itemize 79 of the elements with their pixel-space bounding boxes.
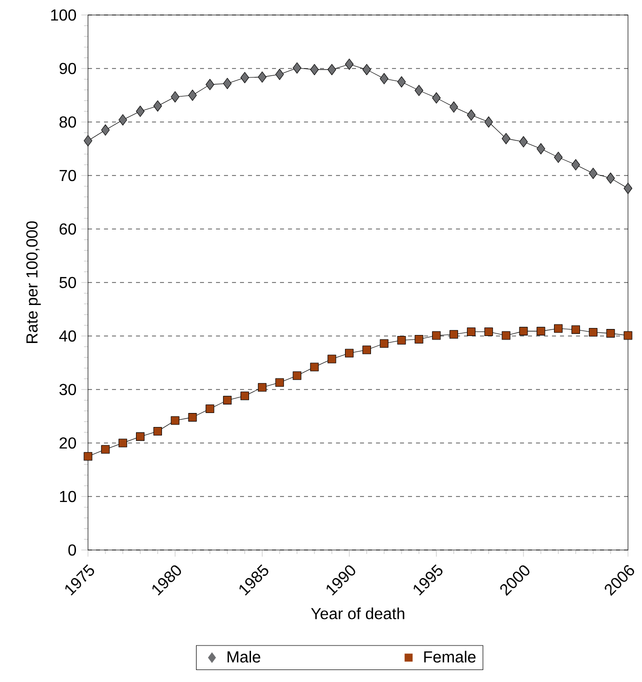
legend-label: Female xyxy=(424,650,476,663)
point xyxy=(240,72,249,84)
point xyxy=(362,64,371,76)
point xyxy=(588,328,598,337)
point xyxy=(206,404,214,414)
point xyxy=(502,132,510,144)
point xyxy=(292,371,302,380)
point xyxy=(222,78,232,90)
point xyxy=(258,383,266,392)
point xyxy=(397,76,406,88)
point xyxy=(222,396,232,404)
point xyxy=(484,327,493,336)
point xyxy=(571,159,580,170)
point xyxy=(170,91,180,102)
point xyxy=(101,124,110,136)
point xyxy=(240,392,249,400)
point xyxy=(502,331,510,340)
point xyxy=(153,426,162,436)
point xyxy=(118,114,127,126)
y-tick-label: 20 xyxy=(59,437,76,449)
point xyxy=(571,325,580,334)
y-tick-label: 0 xyxy=(68,544,76,556)
point xyxy=(519,136,528,148)
y-tick-label: 80 xyxy=(59,116,76,128)
point xyxy=(624,331,632,340)
point xyxy=(588,168,598,179)
point xyxy=(606,172,615,184)
point xyxy=(414,334,424,344)
point xyxy=(118,438,127,448)
point xyxy=(432,92,441,104)
point xyxy=(84,452,92,461)
point xyxy=(170,416,180,425)
point xyxy=(136,106,144,117)
y-tick-label: 60 xyxy=(60,223,76,235)
point xyxy=(414,84,424,96)
y-tick-label: 100 xyxy=(51,9,76,21)
point xyxy=(101,445,110,454)
point xyxy=(380,339,388,348)
point xyxy=(536,326,546,336)
point xyxy=(554,324,562,333)
point xyxy=(188,413,197,422)
point xyxy=(554,152,562,163)
point xyxy=(310,362,319,372)
y-tick-label: 40 xyxy=(59,330,76,342)
legend-label: Male xyxy=(227,650,260,663)
point xyxy=(624,182,632,194)
point xyxy=(84,135,92,146)
x-axis-title: Year of death xyxy=(310,608,404,620)
point xyxy=(292,62,302,74)
point xyxy=(275,68,284,80)
point xyxy=(397,336,406,345)
y-axis-title: Rate per 100,000 xyxy=(26,221,41,344)
y-tick-label: 90 xyxy=(59,62,76,74)
point xyxy=(466,327,476,336)
point xyxy=(344,58,354,70)
point xyxy=(606,329,615,338)
point xyxy=(275,378,284,387)
point xyxy=(327,354,336,364)
point xyxy=(449,330,458,339)
point xyxy=(380,73,388,84)
y-tick-label: 30 xyxy=(59,384,76,396)
y-tick-label: 10 xyxy=(60,490,76,502)
point xyxy=(188,90,197,101)
point xyxy=(136,432,144,441)
point xyxy=(310,64,319,76)
point xyxy=(536,143,546,154)
point xyxy=(466,109,476,121)
point xyxy=(206,78,214,90)
point xyxy=(327,64,336,76)
point xyxy=(153,100,162,112)
y-tick-label: 50 xyxy=(59,276,76,288)
y-tick-label: 70 xyxy=(60,170,76,182)
point xyxy=(362,346,371,354)
point xyxy=(432,331,441,340)
point xyxy=(519,326,528,336)
point xyxy=(258,71,266,83)
point xyxy=(449,101,458,113)
point xyxy=(484,116,493,128)
point xyxy=(344,348,354,358)
